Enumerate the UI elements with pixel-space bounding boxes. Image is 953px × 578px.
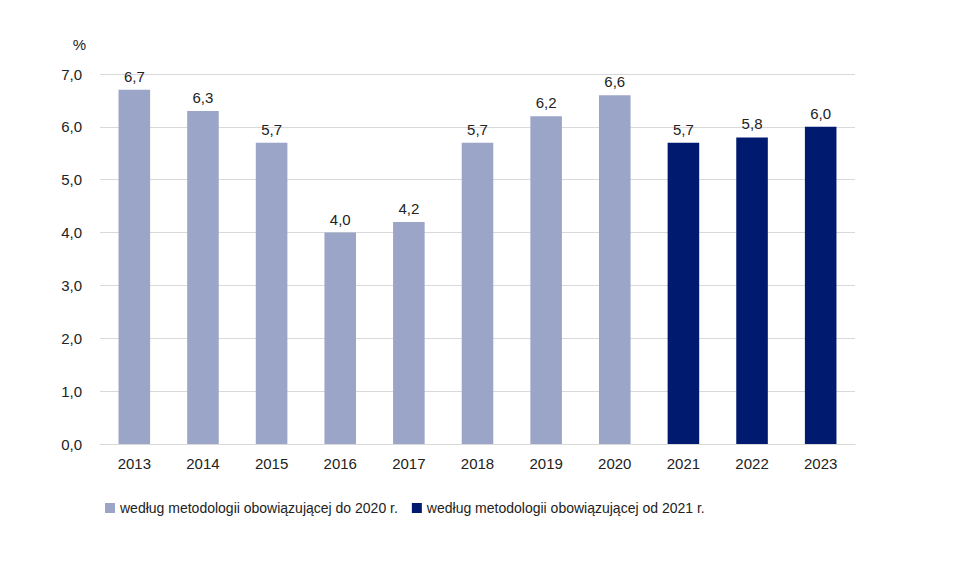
svg-text:7,0: 7,0 — [61, 66, 82, 83]
svg-text:6,0: 6,0 — [61, 118, 82, 135]
svg-text:według metodologii obowiązując: według metodologii obowiązującej od 2021… — [426, 500, 705, 516]
svg-text:1,0: 1,0 — [61, 383, 82, 400]
svg-text:2015: 2015 — [255, 455, 288, 472]
svg-text:2023: 2023 — [804, 455, 837, 472]
svg-text:5,0: 5,0 — [61, 171, 82, 188]
svg-text:według metodologii obowiązując: według metodologii obowiązującej do 2020… — [119, 500, 398, 516]
svg-text:2014: 2014 — [186, 455, 219, 472]
svg-text:5,8: 5,8 — [742, 115, 763, 132]
svg-text:6,2: 6,2 — [536, 94, 557, 111]
svg-text:4,0: 4,0 — [61, 224, 82, 241]
svg-text:4,2: 4,2 — [398, 200, 419, 217]
svg-text:5,7: 5,7 — [467, 121, 488, 138]
svg-text:2019: 2019 — [529, 455, 562, 472]
svg-text:6,6: 6,6 — [604, 73, 625, 90]
svg-text:2013: 2013 — [118, 455, 151, 472]
svg-text:2,0: 2,0 — [61, 330, 82, 347]
svg-text:2021: 2021 — [667, 455, 700, 472]
svg-text:4,0: 4,0 — [330, 211, 351, 228]
svg-text:6,0: 6,0 — [810, 105, 831, 122]
svg-text:6,7: 6,7 — [124, 68, 145, 85]
svg-text:2016: 2016 — [324, 455, 357, 472]
svg-text:2022: 2022 — [735, 455, 768, 472]
svg-text:2018: 2018 — [461, 455, 494, 472]
svg-text:3,0: 3,0 — [61, 277, 82, 294]
svg-text:%: % — [73, 36, 86, 53]
svg-text:5,7: 5,7 — [673, 121, 694, 138]
svg-text:5,7: 5,7 — [261, 121, 282, 138]
svg-text:6,3: 6,3 — [193, 89, 214, 106]
svg-text:2020: 2020 — [598, 455, 631, 472]
svg-text:0,0: 0,0 — [61, 436, 82, 453]
svg-text:2017: 2017 — [392, 455, 425, 472]
